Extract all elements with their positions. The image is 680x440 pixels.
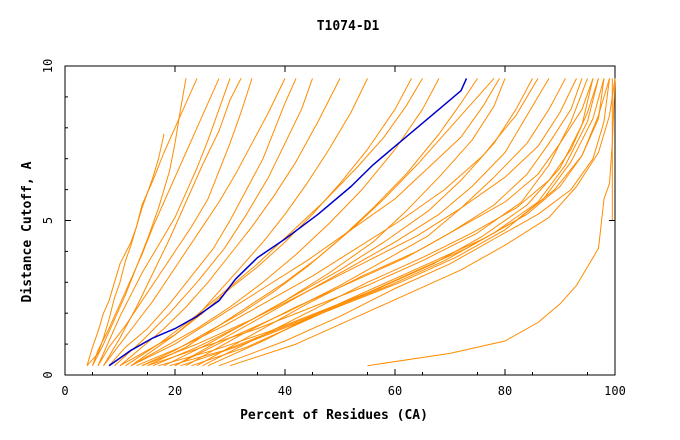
y-tick-label: 0 [41,371,55,378]
series-line [141,78,577,367]
y-tick-label: 5 [41,217,55,224]
series-line [158,78,594,367]
series-line [163,78,533,367]
y-tick-label: 10 [41,59,55,73]
series-line [147,78,495,367]
x-tick-label: 60 [388,384,402,398]
series-line [196,78,594,367]
series-line [103,78,242,366]
series-line [218,78,610,367]
series-line [229,78,616,367]
x-tick-label: 0 [61,384,68,398]
series-line [147,78,588,367]
x-tick-label: 80 [498,384,512,398]
x-tick-label: 100 [604,384,626,398]
series-line [367,78,616,367]
series-line [119,78,341,367]
x-axis-label: Percent of Residues (CA) [240,408,428,423]
highlight-series-line [108,78,468,367]
series-line [92,78,220,366]
series-line [207,78,605,367]
series-line [130,78,368,367]
series-line [108,78,297,367]
series-line [174,78,566,367]
y-axis-ticks: 0 5 10 [41,59,615,379]
series-line [130,78,500,367]
series-line [97,78,231,366]
series-layer [86,78,616,367]
x-tick-label: 40 [278,384,292,398]
series-line [191,78,610,367]
x-tick-label: 20 [168,384,182,398]
series-line [92,78,187,366]
series-line [169,78,599,367]
series-line [114,78,313,367]
highlight-layer [108,78,468,367]
series-line [130,78,440,367]
series-line [125,78,423,367]
series-line [174,78,550,367]
chart-title: T1074-D1 [317,19,380,34]
series-line [97,78,253,366]
series-line [180,78,605,367]
series-line [152,78,506,367]
x-axis-ticks: 0 20 40 60 80 100 [61,66,626,398]
series-line [103,78,286,367]
series-line [119,78,412,367]
series-line [202,78,599,367]
series-line [136,78,539,367]
series-line [86,133,165,367]
y-axis-label: Distance Cutoff, A [20,161,35,302]
series-line [86,78,198,366]
